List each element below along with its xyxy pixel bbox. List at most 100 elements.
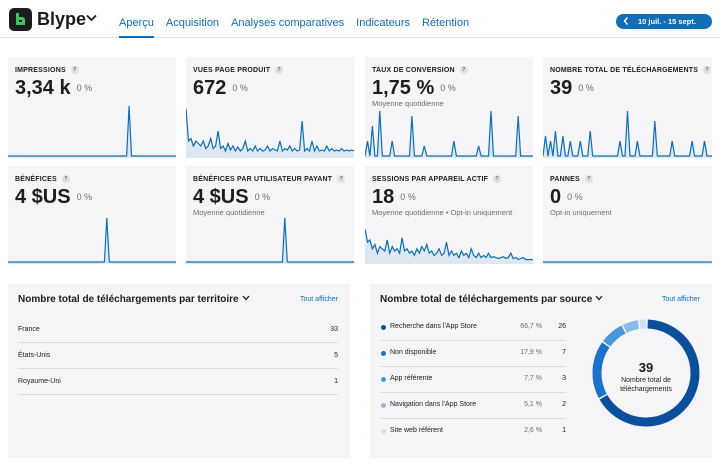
kpi-title: BÉNÉFICES PAR UTILISATEUR PAYANT [193,176,333,183]
kpi-delta: 0 % [76,192,93,202]
table-row[interactable]: Royaume-Uni 1 [18,369,338,395]
kpi-delta: 0 % [400,192,416,202]
kpi-card-vues-page-produit[interactable]: VUES PAGE PRODUIT? 672 0 % [186,57,354,158]
kpi-delta: 0 % [440,83,456,93]
sparkline-line [365,110,533,157]
kpi-subtitle: Opt-in uniquement [550,208,612,217]
kpi-sparkline [186,108,354,158]
sparkline-line [8,217,176,263]
list-item[interactable]: Recherche dans l'App Store 66,7 % 26 [380,315,566,341]
kpi-value: 672 [193,77,227,99]
sparkline-line [186,108,354,153]
list-item[interactable]: Non disponible 17,9 % 7 [380,341,566,367]
sparkline-line [8,105,176,157]
help-icon[interactable]: ? [61,175,70,183]
source-count: 3 [562,375,566,382]
kpi-sparkline [8,105,176,158]
territory-count: 5 [334,352,338,359]
sparkline-line [365,228,533,261]
kpi-title: SESSIONS PAR APPAREIL ACTIF [372,176,489,183]
chevron-down-icon[interactable] [86,14,97,22]
help-icon[interactable]: ? [493,175,502,183]
kpi-card-sessions-par-appareil[interactable]: SESSIONS PAR APPAREIL ACTIF? 18 0 % Moyen… [365,166,533,264]
source-percent: 7,7 % [524,375,542,382]
donut-center: 39 Nombre total de téléchargements [608,360,684,394]
donut-segment[interactable] [599,319,700,427]
kpi-subtitle: Moyenne quotidienne [372,99,444,108]
help-icon[interactable]: ? [337,175,346,183]
help-icon[interactable]: ? [703,66,712,74]
tab-retention[interactable]: Rétention [421,17,470,29]
kpi-value: 3,34 k [15,77,71,99]
legend-dot [381,325,386,330]
donut-segment[interactable] [603,325,626,347]
kpi-sparkline [543,110,712,158]
kpi-card-pannes[interactable]: PANNES? 0 0 % Opt-in uniquement [543,166,712,264]
sparkline-area [365,111,533,158]
help-icon[interactable]: ? [70,66,79,74]
sparkline-line [543,110,712,157]
kpi-delta: 0 % [578,83,594,93]
territory-count: 33 [330,326,338,333]
help-icon[interactable]: ? [584,175,593,183]
donut-segment[interactable] [592,342,610,399]
territory-show-all-link[interactable]: Tout afficher [300,296,339,303]
kpi-sparkline [8,217,176,264]
donut-segment[interactable] [622,320,640,333]
territory-title-text: Nombre total de téléchargements par terr… [18,294,239,305]
source-count: 26 [558,323,566,330]
source-panel-title[interactable]: Nombre total de téléchargements par sour… [380,294,603,305]
kpi-subtitle: Moyenne quotidienne [193,208,265,217]
table-row[interactable]: États-Unis 5 [18,343,338,369]
tab-indicateurs[interactable]: Indicateurs [356,17,410,29]
territory-panel-title[interactable]: Nombre total de téléchargements par terr… [18,294,250,305]
legend-dot [381,429,386,434]
kpi-value: 4 $US [193,186,249,208]
chevron-down-icon[interactable] [242,295,250,301]
donut-label: Nombre total de téléchargements [620,377,672,393]
kpi-title: PANNES [550,176,580,183]
date-range-picker[interactable]: 10 juil. - 15 sept. [616,14,712,29]
source-percent: 17,9 % [520,349,542,356]
kpi-value: 39 [550,77,573,99]
source-show-all-link[interactable]: Tout afficher [662,296,701,303]
list-item[interactable]: Navigation dans l'App Store 5,1 % 2 [380,393,566,419]
sparkline-area [8,106,176,158]
kpi-sparkline [186,217,354,264]
table-row[interactable]: France 33 [18,317,338,343]
kpi-card-impressions[interactable]: IMPRESSIONS? 3,34 k 0 % [8,57,176,158]
kpi-sparkline [365,228,533,264]
top-bar: Blype Aperçu Acquisition Analyses compar… [0,0,720,38]
chevron-down-icon[interactable] [595,295,603,301]
kpi-value: 18 [372,186,395,208]
list-item[interactable]: Site web référent 2,6 % 1 [380,419,566,445]
tab-apercu[interactable]: Aperçu [119,0,154,38]
territory-name: France [18,326,40,333]
kpi-title: BÉNÉFICES [15,176,57,183]
sparkline-area [186,108,354,158]
help-icon[interactable]: ? [275,66,284,74]
territory-name: États-Unis [18,352,51,359]
kpi-title: NOMBRE TOTAL DE TÉLÉCHARGEMENTS [550,67,699,74]
legend-dot [381,377,386,382]
source-name: App référente [390,375,433,382]
kpi-card-benefices[interactable]: BÉNÉFICES? 4 $US 0 % [8,166,176,264]
list-item[interactable]: App référente 7,7 % 3 [380,367,566,393]
source-count: 2 [562,401,566,408]
kpi-card-benefices-par-utilisateur[interactable]: BÉNÉFICES PAR UTILISATEUR PAYANT? 4 $US 0… [186,166,354,264]
territory-count: 1 [334,378,338,385]
tab-analyses-comparatives[interactable]: Analyses comparatives [231,17,345,29]
kpi-sparkline [365,110,533,158]
sparkline-area [365,229,533,264]
tab-acquisition[interactable]: Acquisition [165,17,220,29]
source-name: Recherche dans l'App Store [390,323,477,330]
chevron-left-icon[interactable] [623,16,629,26]
source-name: Site web référent [390,427,443,434]
help-icon[interactable]: ? [459,66,468,74]
app-name[interactable]: Blype [37,9,87,29]
territory-name: Royaume-Uni [18,378,61,385]
kpi-card-telechargements[interactable]: NOMBRE TOTAL DE TÉLÉCHARGEMENTS? 39 0 % [543,57,712,158]
kpi-title: IMPRESSIONS [15,67,66,74]
kpi-card-taux-de-conversion[interactable]: TAUX DE CONVERSION? 1,75 % 0 % Moyenne qu… [365,57,533,158]
app-logo[interactable] [9,8,32,31]
